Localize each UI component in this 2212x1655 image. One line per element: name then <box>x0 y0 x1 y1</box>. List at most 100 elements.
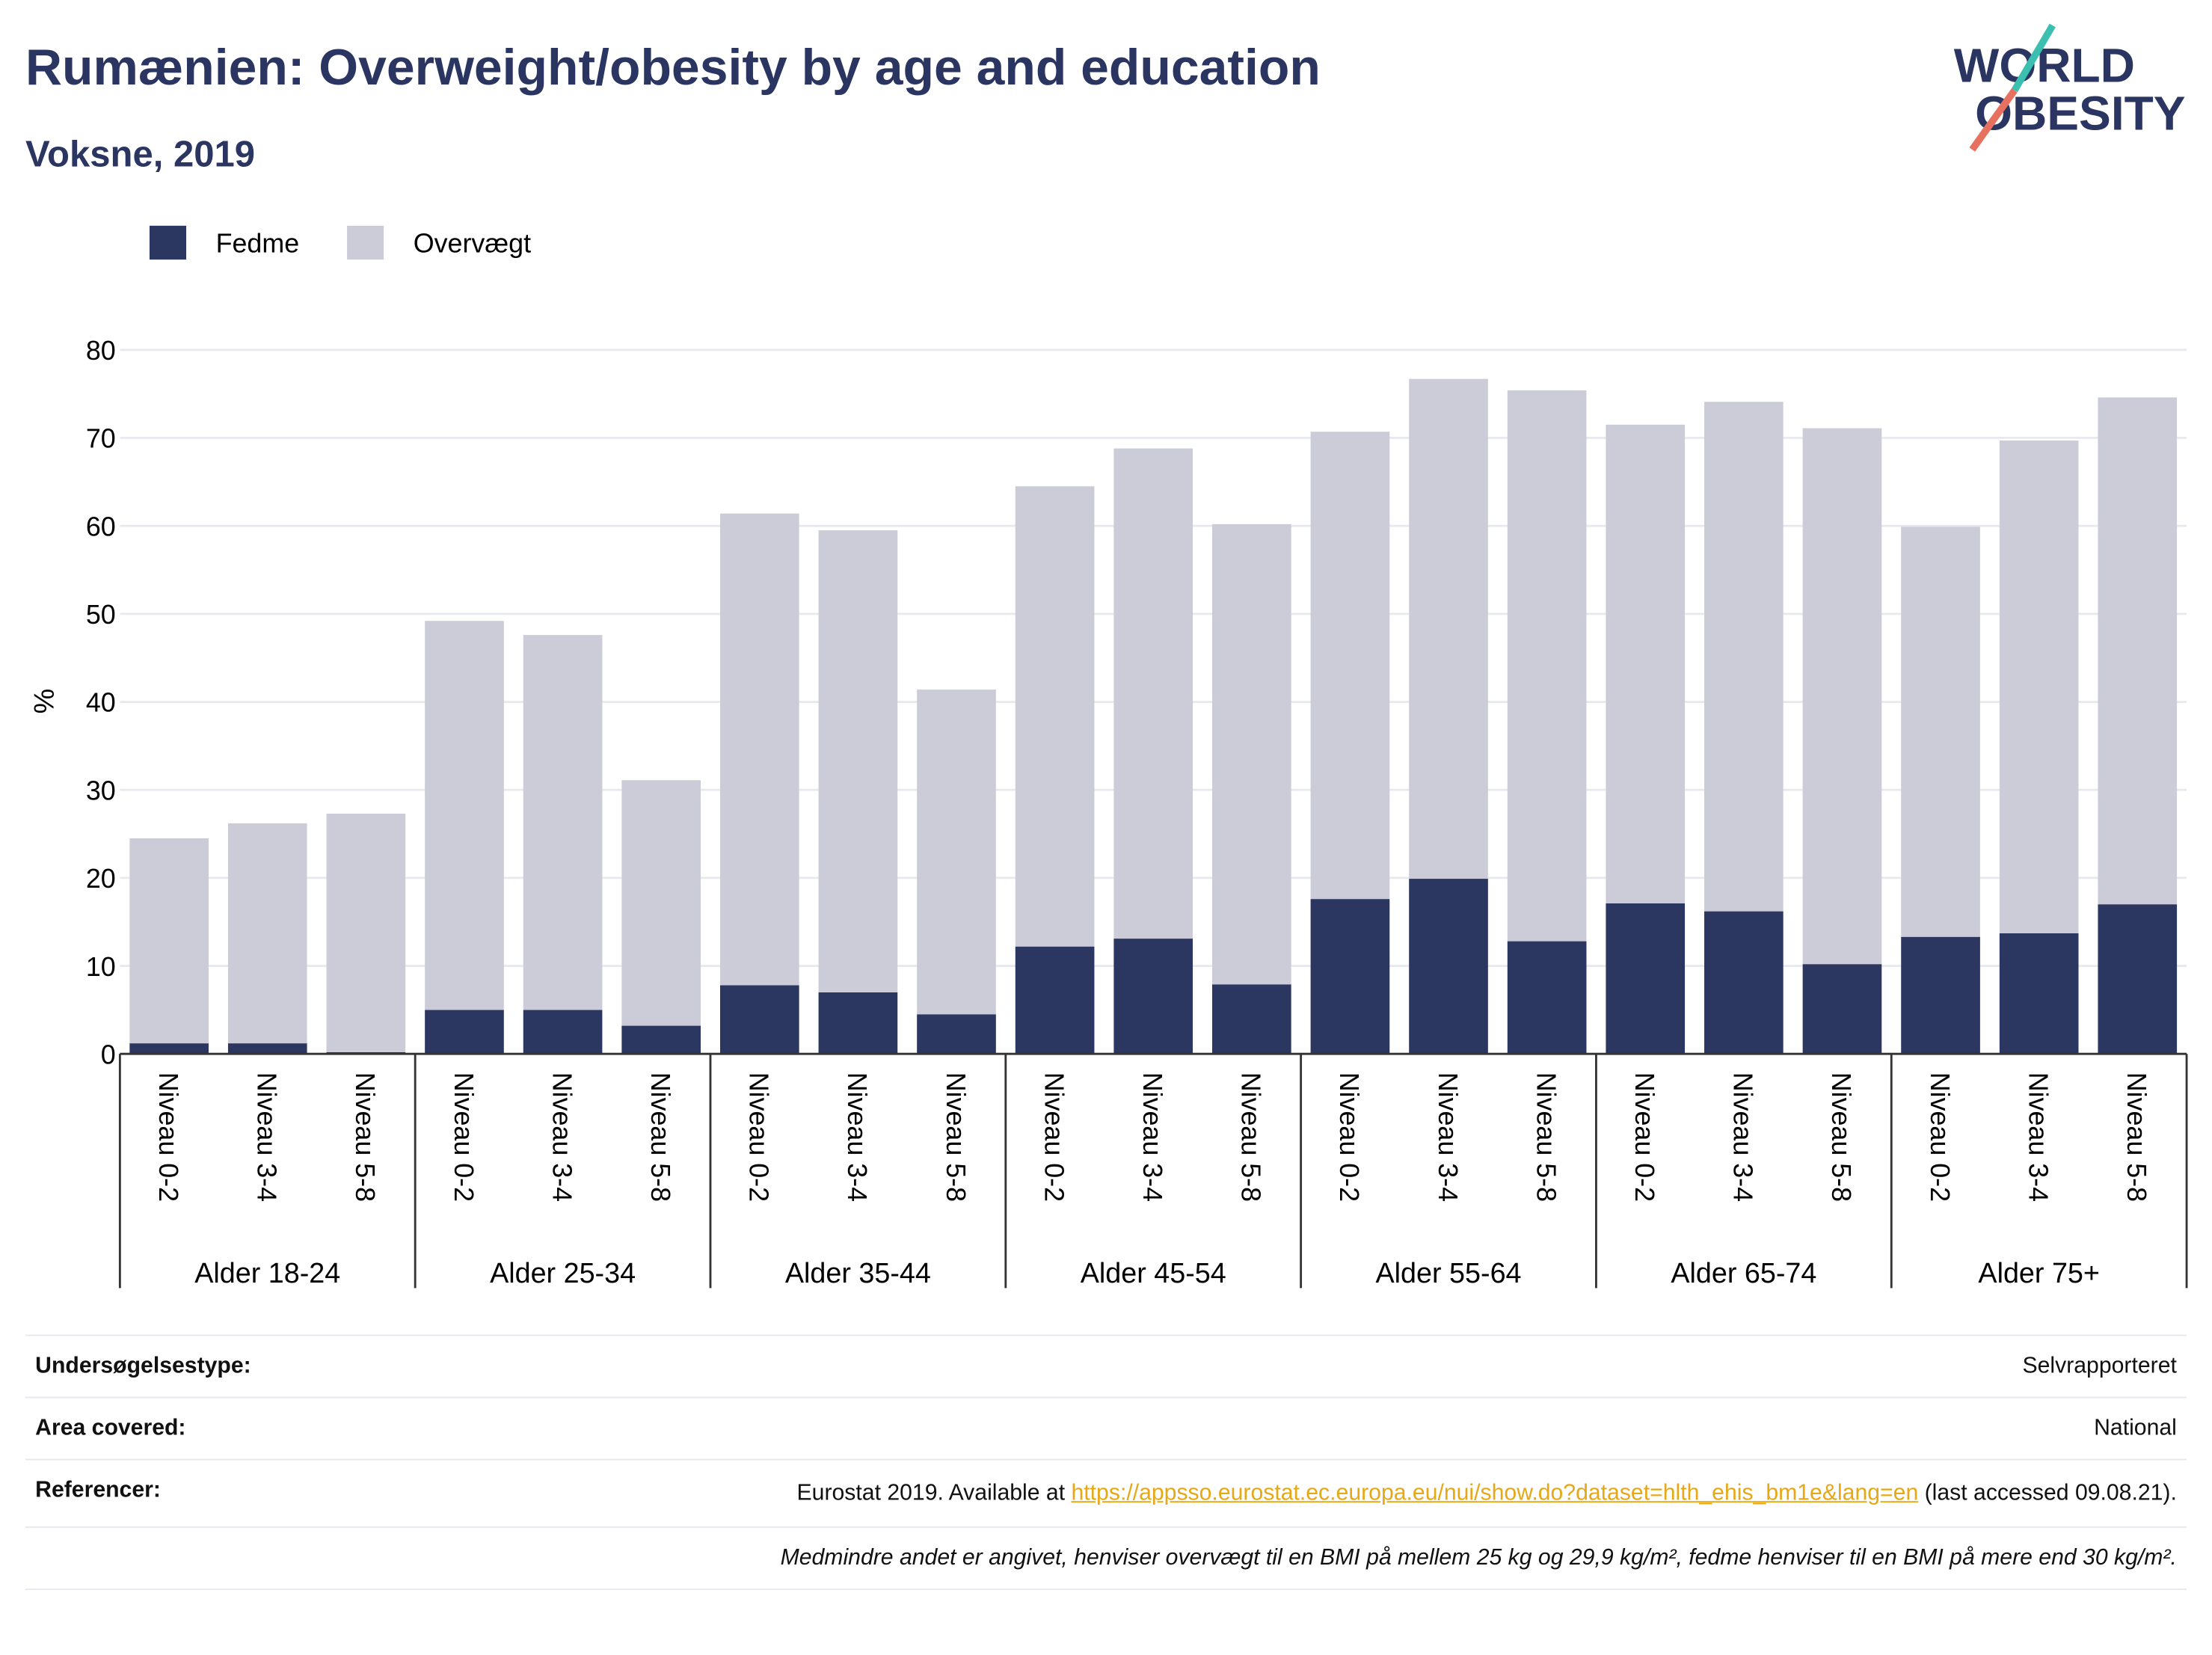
row-value: Selvrapporteret <box>2022 1354 2177 1379</box>
group-label: Alder 18-24 <box>194 1257 340 1289</box>
bar-segment <box>1113 448 1193 939</box>
bar-segment <box>818 992 898 1054</box>
bar-segment <box>719 513 799 986</box>
y-tick-label: 80 <box>86 336 116 366</box>
logo-slash <box>2011 23 2056 93</box>
x-tick-label: Niveau 5-8 <box>2122 1072 2151 1202</box>
logo-text: WORLD <box>1954 38 2135 92</box>
group-label: Alder 75+ <box>1978 1257 2100 1289</box>
y-tick-label: 20 <box>86 864 116 894</box>
bar-segment <box>621 780 701 1026</box>
bar-segment <box>1015 946 1095 1054</box>
bar-segment <box>227 1043 307 1054</box>
x-tick-label: Niveau 0-2 <box>153 1072 183 1202</box>
bar-segment <box>1606 903 1686 1054</box>
footer-row: Referencer: Eurostat 2019. Available at … <box>25 1458 2187 1527</box>
bar-segment <box>1507 941 1587 1054</box>
y-tick-label: 40 <box>86 688 116 718</box>
ref-text: (last accessed 09.08.21). <box>1924 1481 2177 1505</box>
y-axis-label: % <box>28 689 60 714</box>
y-tick-label: 0 <box>101 1040 116 1069</box>
bar-segment <box>1901 526 1980 937</box>
x-tick-label: Niveau 5-8 <box>1531 1072 1561 1202</box>
y-tick-label: 60 <box>86 512 116 541</box>
x-tick-label: Niveau 3-4 <box>842 1072 872 1202</box>
footer-row: Undersøgelsestype: Selvrapporteret <box>25 1334 2187 1397</box>
bar-segment <box>1211 984 1291 1054</box>
row-label: Area covered: <box>35 1416 186 1441</box>
x-tick-label: Niveau 5-8 <box>941 1072 971 1202</box>
x-tick-label: Niveau 5-8 <box>645 1072 675 1202</box>
y-tick-label: 30 <box>86 776 116 805</box>
bar-segment <box>1802 428 1882 965</box>
bar-segment <box>1901 936 1980 1054</box>
group-label: Alder 55-64 <box>1376 1257 1522 1289</box>
row-value: National <box>2094 1416 2177 1441</box>
footer: Undersøgelsestype: Selvrapporteret Area c… <box>25 1334 2187 1591</box>
chart-title: Rumænien: Overweight/obesity by age and … <box>25 40 1321 96</box>
ref-text: Eurostat 2019. Available at <box>796 1481 1066 1505</box>
y-tick-label: 50 <box>86 600 116 630</box>
bar-segment <box>917 690 996 1015</box>
x-tick-label: Niveau 3-4 <box>1137 1072 1167 1202</box>
x-tick-label: Niveau 0-2 <box>744 1072 774 1202</box>
x-tick-label: Niveau 0-2 <box>1039 1072 1069 1202</box>
row-label: Referencer: <box>35 1479 161 1503</box>
footnote: Medmindre andet er angivet, henviser ove… <box>25 1526 2187 1591</box>
logo-slash <box>1969 87 2018 152</box>
bar-segment <box>523 635 603 1010</box>
bar-segment <box>227 823 307 1044</box>
bar-segment <box>1409 879 1488 1054</box>
legend-swatch <box>149 225 187 260</box>
bar-segment <box>1606 424 1686 903</box>
group-label: Alder 65-74 <box>1671 1257 1816 1289</box>
row-label: Undersøgelsestype: <box>35 1354 251 1379</box>
logo: WORLD OBESITY <box>1954 23 2186 152</box>
group-label: Alder 35-44 <box>785 1257 931 1289</box>
bar-segment <box>1211 523 1291 985</box>
references: Eurostat 2019. Available at https://apps… <box>797 1479 2177 1510</box>
x-tick-label: Niveau 3-4 <box>252 1072 282 1202</box>
legend-swatch <box>347 225 384 260</box>
ref-link[interactable]: https://appsso.eurostat.ec.europa.eu/nui… <box>1071 1481 1919 1505</box>
bar-segment <box>326 813 406 1052</box>
x-tick-label: Niveau 5-8 <box>1826 1072 1856 1202</box>
bar-segment <box>425 1010 504 1054</box>
bar-segment <box>2098 397 2178 905</box>
bar-segment <box>129 1043 209 1054</box>
bar-segment <box>523 1010 603 1054</box>
bar-segment <box>818 530 898 992</box>
x-tick-label: Niveau 3-4 <box>2023 1072 2053 1202</box>
bar-segment <box>621 1025 701 1054</box>
x-tick-label: Niveau 5-8 <box>1236 1072 1266 1202</box>
bar-segment <box>1704 402 1784 912</box>
x-tick-label: Niveau 3-4 <box>547 1072 577 1202</box>
logo-text: OBESITY <box>1975 87 2186 141</box>
bar-segment <box>129 838 209 1044</box>
bar-segment <box>2098 904 2178 1054</box>
x-tick-label: Niveau 0-2 <box>449 1072 479 1202</box>
bar-segment <box>719 985 799 1054</box>
x-tick-label: Niveau 3-4 <box>1433 1072 1463 1202</box>
x-tick-label: Niveau 0-2 <box>1629 1072 1659 1202</box>
y-tick-label: 10 <box>86 952 116 982</box>
bar-segment <box>425 621 504 1010</box>
x-tick-label: Niveau 3-4 <box>1728 1072 1758 1202</box>
bar-segment <box>1015 486 1095 947</box>
x-tick-label: Niveau 0-2 <box>1925 1072 1955 1202</box>
bar-segment <box>1999 440 2079 934</box>
group-label: Alder 45-54 <box>1081 1257 1226 1289</box>
bar-segment <box>1999 933 2079 1054</box>
y-tick-label: 70 <box>86 424 116 454</box>
x-tick-label: Niveau 0-2 <box>1334 1072 1364 1202</box>
bar-segment <box>1310 899 1390 1054</box>
bar-segment <box>1113 939 1193 1054</box>
bar-segment <box>1310 432 1390 900</box>
bar-segment <box>1409 378 1488 879</box>
bar-segment <box>1507 390 1587 942</box>
chart: Rumænien: Overweight/obesity by age and … <box>25 23 2188 1289</box>
footer-row: Area covered: National <box>25 1396 2187 1459</box>
group-label: Alder 25-34 <box>490 1257 636 1289</box>
